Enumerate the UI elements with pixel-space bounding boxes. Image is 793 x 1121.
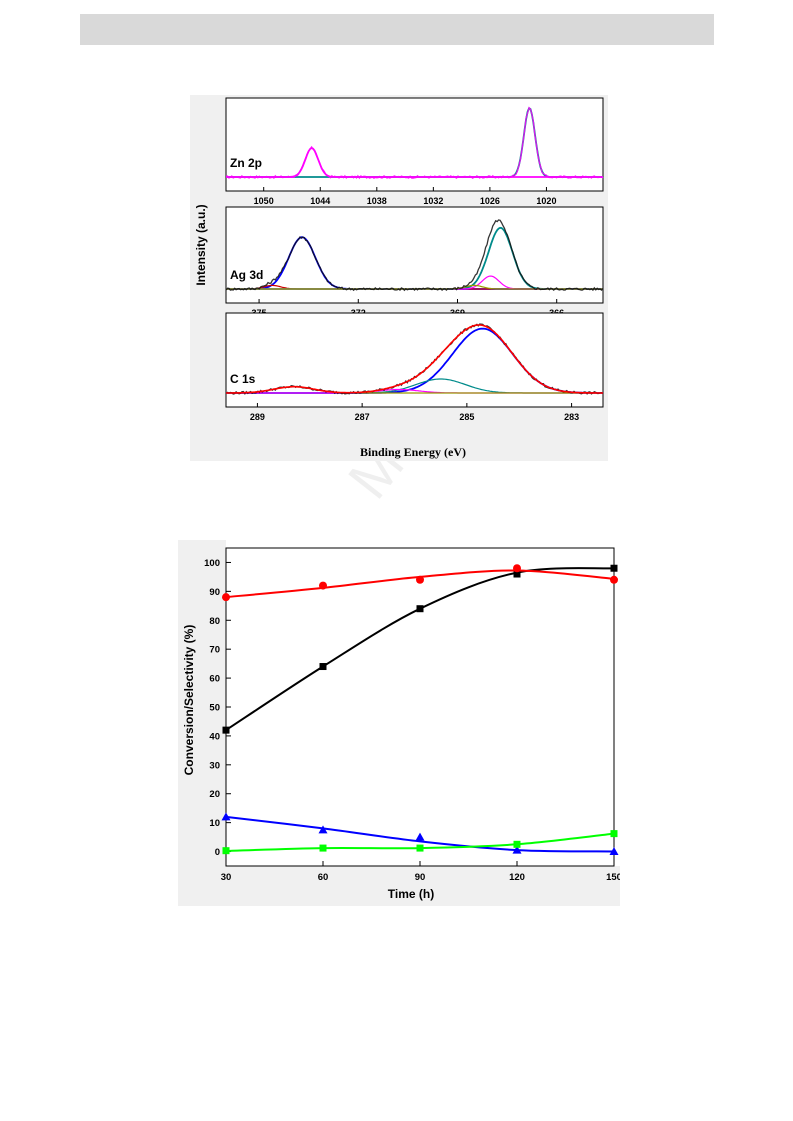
kinetics-y-tick-label: 20 [209, 789, 220, 800]
xps-envelope-fit [226, 324, 603, 394]
xps-x-tick-label: 287 [355, 412, 370, 422]
xps-panel-ag-3d: Ag 3d375372369366 [225, 206, 604, 318]
kinetics-series-line [225, 815, 615, 853]
kinetics-point [318, 825, 328, 834]
kinetics-point [415, 832, 425, 841]
kinetics-point [416, 844, 424, 852]
xps-y-axis-label: Intensity (a.u.) [194, 204, 208, 285]
kinetics-y-tick-label: 30 [209, 760, 220, 771]
xps-raw-data [225, 219, 604, 292]
kinetics-y-tick-label: 50 [209, 703, 220, 714]
kinetics-point [610, 575, 618, 584]
kinetics-y-tick-label: 80 [209, 616, 220, 627]
xps-x-tick-label: 1050 [254, 196, 274, 206]
kinetics-point [513, 840, 521, 848]
kinetics-y-tick-label: 100 [204, 558, 220, 569]
xps-panel-c-1s: C 1s 289 287 285 283 [225, 312, 604, 422]
kinetics-series-1 [222, 564, 618, 602]
xps-x-tick-label: 289 [250, 412, 265, 422]
kinetics-point [222, 726, 230, 734]
kinetics-plot-area [226, 540, 620, 866]
kinetics-point [416, 605, 424, 613]
kinetics-y-tick-label: 90 [209, 587, 220, 598]
kinetics-point [416, 575, 424, 584]
xps-x-tick-label: 1032 [423, 196, 443, 206]
xps-panel-frame [225, 312, 604, 408]
kinetics-point [513, 564, 521, 573]
xps-x-tick-label: 1026 [480, 196, 500, 206]
kinetics-y-tick-label: 60 [209, 674, 220, 685]
kinetics-point [512, 845, 522, 854]
xps-panel-zn-2p: Zn 2p 1050 1044 1038 1032 1026 1020 [225, 97, 604, 206]
xps-x-tick-label: 1020 [536, 196, 556, 206]
page-header-bar [80, 14, 714, 45]
kinetics-point [610, 830, 618, 838]
xps-x-tick-label: 1044 [310, 196, 330, 206]
xps-panel-label: Ag 3d [230, 268, 263, 282]
kinetics-x-tick-label: 60 [318, 872, 329, 883]
kinetics-point [610, 564, 618, 572]
xps-panel-frame [225, 97, 604, 192]
kinetics-point [222, 593, 230, 602]
kinetics-y-tick-label: 10 [209, 818, 220, 829]
xps-x-axis-label: Binding Energy (eV) [360, 445, 466, 459]
kinetics-y-tick-label: 40 [209, 731, 220, 742]
kinetics-x-tick-label: 90 [415, 872, 426, 883]
xps-panel-label: C 1s [230, 372, 256, 386]
xps-x-tick-label: 285 [459, 412, 474, 422]
xps-x-tick-label: 1038 [367, 196, 387, 206]
kinetics-series-0 [222, 564, 618, 734]
xps-raw-data [225, 106, 604, 180]
kinetics-y-axis-label: Conversion/Selectivity (%) [182, 625, 196, 776]
kinetics-point [319, 844, 327, 852]
kinetics-x-tick-label: 150 [606, 872, 620, 883]
xps-panel-label: Zn 2p [230, 156, 262, 170]
kinetics-x-tick-label: 120 [509, 872, 525, 883]
kinetics-x-tick-label: 30 [221, 872, 232, 883]
kinetics-point [319, 581, 327, 590]
kinetics-y-tick-label: 70 [209, 645, 220, 656]
kinetics-point [222, 847, 230, 855]
kinetics-point [221, 812, 231, 821]
kinetics-y-tick-label: 0 [215, 847, 220, 858]
kinetics-figure: 0 10 20 30 40 50 60 70 80 90 100 30 60 90 120 150 Conve… [178, 540, 620, 906]
kinetics-point [609, 847, 619, 856]
kinetics-point [513, 570, 521, 578]
xps-x-tick-label: 283 [564, 412, 579, 422]
kinetics-point [319, 663, 327, 671]
kinetics-x-axis-label: Time (h) [388, 887, 434, 901]
kinetics-series-3 [222, 830, 618, 855]
kinetics-series-2 [221, 812, 619, 856]
